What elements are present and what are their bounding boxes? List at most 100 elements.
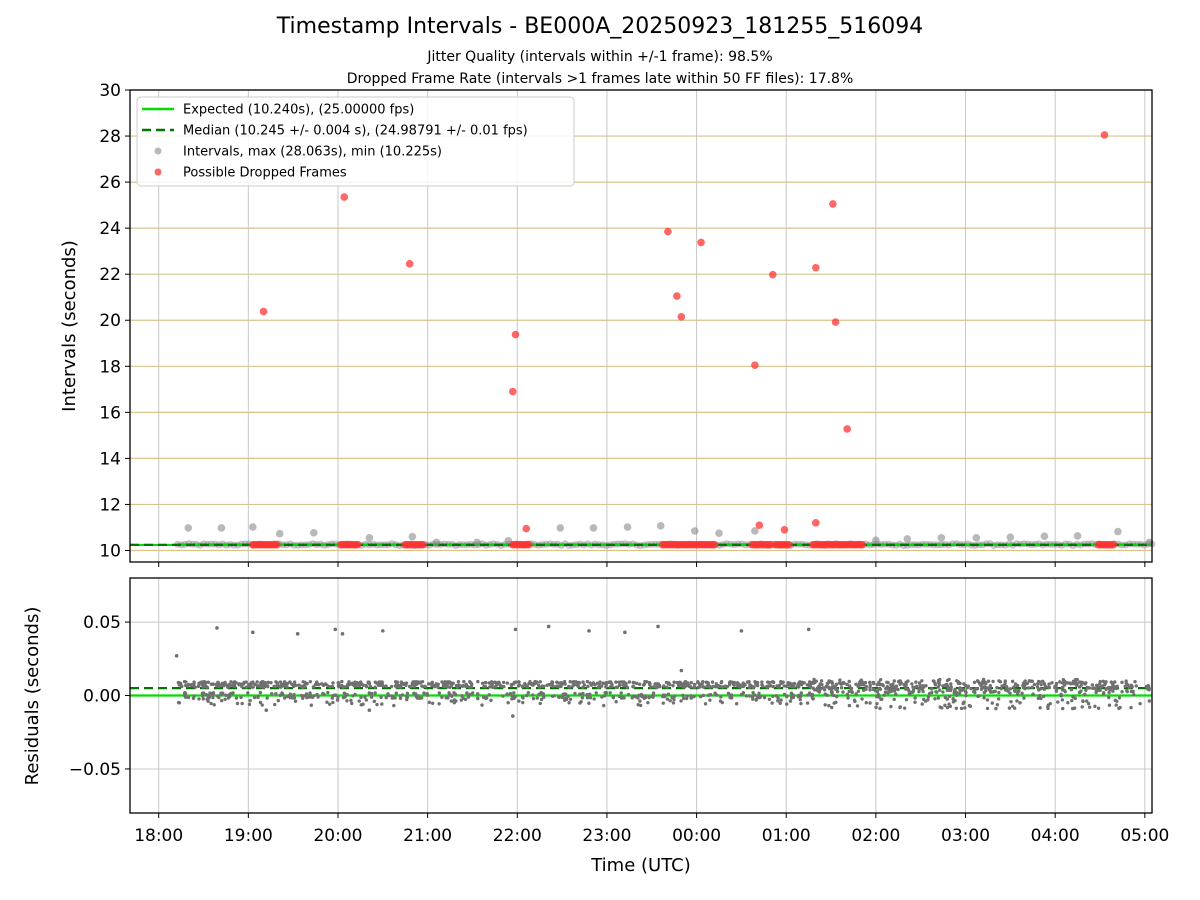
residual-point xyxy=(1114,703,1118,707)
residual-point xyxy=(853,699,857,704)
residual-point xyxy=(1127,685,1132,690)
residual-point xyxy=(340,683,344,688)
residual-point xyxy=(681,693,685,698)
residual-point xyxy=(608,685,613,689)
residual-point xyxy=(963,689,968,693)
residual-point xyxy=(311,685,316,689)
residual-point xyxy=(598,684,602,688)
residual-point xyxy=(538,701,542,706)
residual-point xyxy=(1053,685,1057,690)
residual-point xyxy=(282,696,287,700)
residual-point xyxy=(710,680,715,684)
residual-point xyxy=(848,684,852,688)
residual-outlier-point xyxy=(333,627,338,632)
residual-point xyxy=(1063,689,1067,694)
residual-outlier-point xyxy=(739,629,744,633)
residual-point xyxy=(580,696,585,700)
residual-point xyxy=(941,690,945,694)
residual-point xyxy=(560,682,564,686)
residual-point xyxy=(973,690,977,695)
residual-point xyxy=(240,682,244,686)
residual-point xyxy=(938,677,942,682)
residual-point xyxy=(1107,703,1112,707)
residual-point xyxy=(330,696,334,700)
residual-point xyxy=(302,694,306,698)
residual-point xyxy=(815,688,820,693)
interval-outlier-point xyxy=(1006,533,1015,541)
residual-point xyxy=(476,696,480,701)
residual-point xyxy=(575,683,579,687)
residual-point xyxy=(319,682,324,686)
residual-point xyxy=(292,684,296,688)
residual-point xyxy=(1123,684,1127,689)
residuals-y-axis-label: Residuals (seconds) xyxy=(22,607,43,786)
dropped-frame-point xyxy=(419,540,427,549)
residual-point xyxy=(1054,689,1059,693)
residual-point xyxy=(1093,704,1097,709)
residual-point xyxy=(1066,701,1070,705)
residual-point xyxy=(938,688,942,692)
intervals-axes-frame xyxy=(129,89,1153,563)
dropped-frame-point xyxy=(664,227,672,236)
residual-point xyxy=(639,703,643,708)
residual-outlier-point xyxy=(295,632,300,636)
residual-point xyxy=(607,680,611,685)
residual-point xyxy=(247,702,252,707)
residual-point xyxy=(889,704,893,709)
residual-point xyxy=(799,691,804,695)
residual-point xyxy=(913,700,917,704)
residual-outlier-point xyxy=(587,629,591,633)
interval-outlier-point xyxy=(365,534,374,542)
legend-interval-label: Intervals, max (28.063s), min (10.225s) xyxy=(183,145,442,160)
residual-point xyxy=(595,681,600,686)
residual-point xyxy=(741,681,745,685)
residual-point xyxy=(275,683,280,687)
legend-median-label: Median (10.245 +/- 0.004 s), (24.98791 +… xyxy=(183,124,528,139)
residual-point xyxy=(1030,685,1034,690)
interval-outlier-point xyxy=(937,534,946,542)
residual-point xyxy=(974,686,978,691)
residual-point xyxy=(984,689,988,693)
residual-point xyxy=(917,681,922,685)
residual-point xyxy=(847,703,852,708)
intervals-y-tick-label: 10 xyxy=(99,541,121,561)
dropped-frame-point xyxy=(1109,540,1118,549)
residual-point xyxy=(823,703,827,707)
residual-point xyxy=(617,694,622,699)
residual-point xyxy=(698,694,703,699)
residual-point xyxy=(703,702,708,706)
residual-point xyxy=(956,681,961,686)
residual-point xyxy=(274,680,278,684)
dropped-frame-point xyxy=(697,238,705,247)
residual-point xyxy=(1046,705,1050,709)
residual-point xyxy=(581,680,585,684)
interval-outlier-point xyxy=(1114,527,1122,536)
residual-point xyxy=(239,695,243,700)
residual-point xyxy=(652,685,656,689)
residual-point xyxy=(505,692,509,696)
residual-point xyxy=(947,702,951,706)
interval-outlier-point xyxy=(184,524,193,532)
legend-box xyxy=(136,96,575,187)
residual-point xyxy=(871,687,876,692)
residual-point xyxy=(1107,695,1111,700)
intervals-y-tick-label: 28 xyxy=(99,127,121,147)
residual-point xyxy=(386,692,390,696)
residual-point xyxy=(638,699,642,703)
residual-point xyxy=(1035,685,1040,689)
residual-point xyxy=(537,692,541,696)
residual-point xyxy=(1032,682,1037,687)
residual-point xyxy=(995,685,999,690)
residual-point xyxy=(1037,693,1042,698)
residual-point xyxy=(468,692,472,697)
residual-point xyxy=(369,695,374,699)
residual-point xyxy=(1012,689,1017,693)
residual-point xyxy=(498,683,502,687)
residual-point xyxy=(680,684,684,688)
residual-point xyxy=(988,685,992,690)
residual-point xyxy=(688,685,693,689)
residual-point xyxy=(914,680,918,684)
residual-point xyxy=(1060,681,1064,685)
residual-point xyxy=(1098,679,1102,684)
residual-point xyxy=(920,679,924,683)
